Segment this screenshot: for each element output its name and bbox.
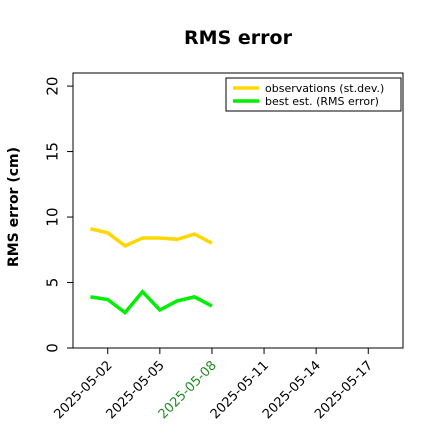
y-tick-label: 10 — [44, 208, 62, 227]
y-axis-label: RMS error (cm) — [6, 147, 22, 267]
series-lines — [90, 227, 213, 316]
x-axis-ticks: 2025-05-022025-05-052025-05-082025-05-11… — [52, 348, 376, 422]
y-axis-ticks: 0 5 10 15 20 — [44, 77, 73, 353]
plot-area — [72, 72, 404, 349]
y-tick-label: 15 — [44, 142, 62, 161]
legend: observations (st.dev.) best est. (RMS er… — [225, 77, 402, 112]
series-line-0 — [90, 227, 213, 248]
y-tick-label: 0 — [44, 343, 62, 353]
legend-label-best-estimate: best est. (RMS error) — [265, 95, 379, 108]
series-line-1 — [90, 289, 213, 316]
y-tick-label: 20 — [44, 77, 62, 96]
legend-box — [225, 77, 402, 112]
legend-label-observations: observations (st.dev.) — [265, 82, 384, 95]
y-tick-label: 5 — [44, 278, 62, 288]
chart-title: RMS error — [184, 27, 293, 49]
